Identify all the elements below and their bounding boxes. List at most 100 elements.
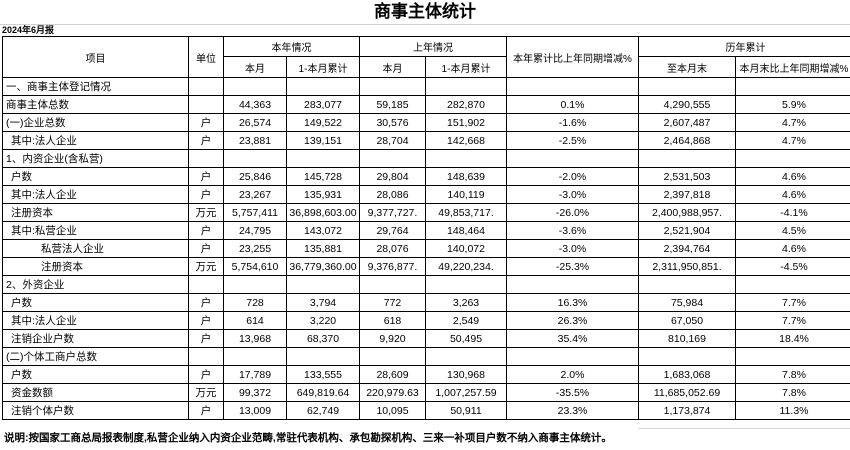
value-cell xyxy=(735,275,850,294)
table-row: 其中:法人企业户 614 3,220 618 2,549 26.3% 67,050 7.7% xyxy=(2,311,850,330)
value-cell: 4.7% xyxy=(735,113,850,132)
value-cell: 772 xyxy=(359,293,426,312)
value-cell xyxy=(425,275,507,294)
value-cell: 140,119 xyxy=(425,185,507,204)
value-cell: 140,072 xyxy=(425,239,507,258)
value-cell: 29,804 xyxy=(359,167,426,186)
value-cell: 2.0% xyxy=(506,365,639,384)
value-cell: 810,169 xyxy=(638,329,736,348)
value-cell: 13,968 xyxy=(223,329,287,348)
value-cell xyxy=(735,77,850,96)
value-cell: 220,979.63 xyxy=(359,383,426,402)
col-group-last-year: 上年情况 xyxy=(359,36,507,57)
value-cell: 7.7% xyxy=(735,311,850,330)
value-cell: 2,394,764 xyxy=(638,239,736,258)
table-row: 注销企业户数户 13,968 68,370 9,920 50,495 35.4% 810,1… xyxy=(2,329,850,348)
col-group-historical: 历年累计 xyxy=(638,36,850,57)
report-period: 2024年6月报 xyxy=(2,25,55,35)
row-unit: 户 xyxy=(188,167,224,186)
row-label: 其中:法人企业 xyxy=(2,185,189,204)
value-cell: 68,370 xyxy=(286,329,360,348)
value-cell: 29,764 xyxy=(359,221,426,240)
value-cell: -4.5% xyxy=(735,257,850,276)
value-cell: 282,870 xyxy=(425,95,507,114)
value-cell: 143,072 xyxy=(286,221,360,240)
value-cell: 5,754,610 xyxy=(223,257,287,276)
value-cell: 23.3% xyxy=(506,401,639,420)
row-unit: 户 xyxy=(188,131,224,150)
value-cell: -3.0% xyxy=(506,185,639,204)
value-cell xyxy=(638,275,736,294)
value-cell: 2,549 xyxy=(425,311,507,330)
value-cell: 1,683,068 xyxy=(638,365,736,384)
value-cell: 26,574 xyxy=(223,113,287,132)
value-cell: 36,779,360.00 xyxy=(286,257,360,276)
table-row: 户数户 17,789 133,555 28,609 130,968 2.0% 1,683,0… xyxy=(2,365,850,384)
value-cell: 4.5% xyxy=(735,221,850,240)
value-cell: 36,898,603.00 xyxy=(286,203,360,222)
value-cell: -35.5% xyxy=(506,383,639,402)
row-label: (一)企业总数 xyxy=(2,113,189,132)
value-cell xyxy=(638,347,736,366)
col-last-month: 本月 xyxy=(359,56,426,78)
spacer-cell xyxy=(735,420,850,429)
note-row: 说明:按国家工商总局报表制度,私营企业纳入内资企业范畴,常驻代表机构、承包勘探机… xyxy=(2,428,850,446)
header-row-1: 项目 单位 本年情况 上年情况 本年累计比上年同期增减% 历年累计 xyxy=(2,36,850,78)
row-unit: 户 xyxy=(188,401,224,420)
table-row: 1、内资企业(含私营) xyxy=(2,149,850,168)
row-label: 注册资本 xyxy=(2,257,189,276)
value-cell: 23,255 xyxy=(223,239,287,258)
row-label: 注册资本 xyxy=(2,203,189,222)
value-cell: 50,495 xyxy=(425,329,507,348)
value-cell: 7.8% xyxy=(735,365,850,384)
value-cell xyxy=(506,275,639,294)
value-cell: 0.1% xyxy=(506,95,639,114)
value-cell: 28,609 xyxy=(359,365,426,384)
value-cell xyxy=(223,275,287,294)
value-cell xyxy=(359,347,426,366)
row-label: 其中:法人企业 xyxy=(2,311,189,330)
col-item: 项目 xyxy=(2,36,189,78)
value-cell: 17,789 xyxy=(223,365,287,384)
value-cell: -1.6% xyxy=(506,113,639,132)
value-cell xyxy=(425,149,507,168)
table-row: 商事主体总数 44,363 283,077 59,185 282,870 0.1% 4,29… xyxy=(2,95,850,114)
value-cell: 11.3% xyxy=(735,401,850,420)
value-cell xyxy=(223,347,287,366)
col-to-month-end: 至本月末 xyxy=(638,56,736,78)
value-cell: 9,920 xyxy=(359,329,426,348)
value-cell: 149,522 xyxy=(286,113,360,132)
row-unit: 户 xyxy=(188,311,224,330)
table-row: 注册资本 万元 5,757,411 36,898,603.00 9,377,727. 49… xyxy=(2,203,850,222)
table-row: 其中:私营企业户 24,795 143,072 29,764 148,464 -3.6% 2… xyxy=(2,221,850,240)
row-label: 商事主体总数 xyxy=(2,95,189,114)
value-cell: 2,397,818 xyxy=(638,185,736,204)
row-label: 户数 xyxy=(2,365,189,384)
value-cell: 1,173,874 xyxy=(638,401,736,420)
value-cell: 18.4% xyxy=(735,329,850,348)
row-unit: 户 xyxy=(188,329,224,348)
row-unit: 户 xyxy=(188,185,224,204)
value-cell xyxy=(286,275,360,294)
row-label: 资金数额 xyxy=(2,383,189,402)
value-cell xyxy=(286,149,360,168)
value-cell: 24,795 xyxy=(223,221,287,240)
value-cell: 133,555 xyxy=(286,365,360,384)
table-body: 一、商事主体登记情况 商事主体总数 44,363 283,077 59,185 282,8… xyxy=(2,77,850,420)
row-unit: 户 xyxy=(188,221,224,240)
row-unit xyxy=(188,275,224,294)
value-cell xyxy=(638,149,736,168)
row-label: 1、内资企业(含私营) xyxy=(2,149,189,168)
row-label: (二)个体工商户总数 xyxy=(2,347,189,366)
table-row: 注册资本 万元 5,754,610 36,779,360.00 9,376,877. 49… xyxy=(2,257,850,276)
row-unit: 户 xyxy=(188,365,224,384)
row-unit: 户 xyxy=(188,239,224,258)
note-grid-cell xyxy=(638,428,735,446)
value-cell xyxy=(425,347,507,366)
value-cell: 2,607,487 xyxy=(638,113,736,132)
value-cell xyxy=(506,77,639,96)
value-cell: 4.7% xyxy=(735,131,850,150)
value-cell xyxy=(286,77,360,96)
row-unit xyxy=(188,77,224,96)
value-cell xyxy=(735,149,850,168)
